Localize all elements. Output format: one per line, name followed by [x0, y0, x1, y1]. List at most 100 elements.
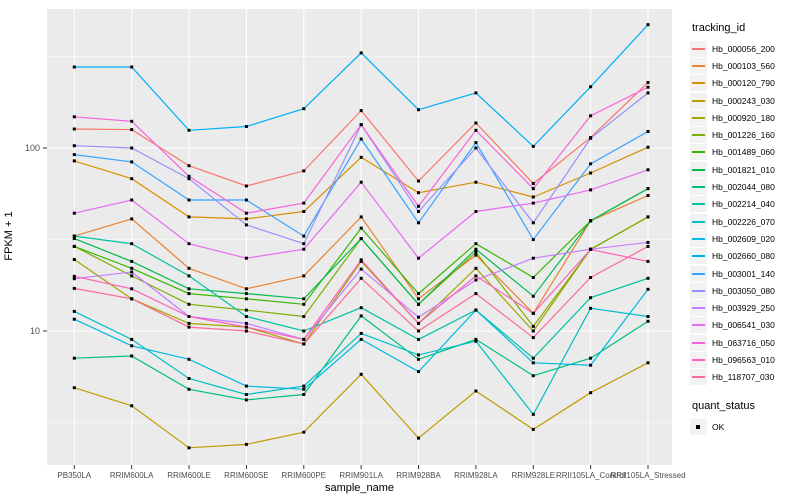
x-tick-label: RRIM600LE [167, 471, 211, 480]
data-point [589, 171, 593, 175]
legend-label: Hb_003929_250 [712, 303, 775, 314]
data-point [359, 123, 363, 127]
data-point [130, 287, 134, 291]
quant-status-legend: quant_status OK [690, 400, 800, 435]
data-point [187, 325, 191, 329]
data-point [531, 256, 535, 260]
data-point [359, 337, 363, 341]
series-color-swatch-icon [692, 272, 705, 275]
data-point [531, 427, 535, 431]
data-point [244, 384, 248, 388]
data-point [130, 266, 134, 270]
data-point [244, 184, 248, 188]
data-point [302, 337, 306, 341]
series-color-swatch-icon [692, 186, 705, 189]
data-point [474, 308, 478, 312]
data-point [72, 65, 76, 69]
legend-key [690, 369, 707, 386]
data-point [474, 339, 478, 343]
legend-item-Hb_063716_050: Hb_063716_050 [690, 334, 800, 351]
legend-item-Hb_001226_160: Hb_001226_160 [690, 126, 800, 144]
legend-label: Hb_002044_080 [712, 182, 775, 193]
data-point [187, 198, 191, 202]
legend-label: Hb_000120_790 [712, 78, 775, 89]
data-point [302, 234, 306, 238]
data-point [302, 329, 306, 333]
data-point [187, 387, 191, 391]
legend-item-Hb_096563_010: Hb_096563_010 [690, 351, 800, 368]
data-point [417, 353, 420, 357]
data-point [302, 384, 306, 388]
data-point [130, 337, 134, 341]
data-point [244, 256, 248, 260]
legend-key [690, 179, 707, 196]
data-point [474, 337, 478, 341]
data-point [646, 85, 650, 89]
legend-item-Hb_000103_560: Hb_000103_560 [690, 57, 800, 74]
data-point [531, 187, 535, 191]
data-point [474, 292, 478, 296]
data-point [417, 315, 420, 319]
data-point [474, 274, 478, 278]
data-point [531, 144, 535, 148]
black-square-point-icon [696, 424, 700, 429]
data-point [646, 287, 650, 291]
data-point [474, 146, 478, 150]
data-point [187, 321, 191, 325]
data-point [302, 430, 306, 434]
data-point [417, 292, 420, 296]
data-point [474, 121, 478, 125]
data-point [417, 210, 420, 213]
x-tick-label: RRIM901LA [339, 471, 383, 480]
data-point [302, 297, 306, 301]
data-point [72, 286, 76, 290]
data-point [646, 168, 650, 172]
data-point [531, 238, 535, 242]
legend-item-Hb_003001_140: Hb_003001_140 [690, 265, 800, 282]
data-point [72, 237, 76, 241]
data-point [646, 130, 650, 133]
data-point [589, 136, 593, 140]
data-point [646, 145, 650, 149]
data-point [474, 141, 478, 145]
data-point [244, 287, 248, 291]
data-point [646, 215, 650, 219]
data-point [589, 219, 593, 223]
data-point [589, 306, 593, 310]
data-point [302, 247, 306, 251]
quant-ok-key [690, 418, 707, 435]
data-point [130, 217, 134, 221]
data-point [531, 374, 535, 378]
legend-item-Hb_000120_790: Hb_000120_790 [690, 75, 800, 92]
data-point [244, 125, 248, 128]
series-color-swatch-icon [692, 307, 705, 310]
data-point [244, 442, 248, 446]
data-point [474, 250, 478, 254]
data-point [130, 242, 134, 246]
legend-label: Hb_000920_180 [712, 112, 775, 123]
data-point [302, 393, 306, 396]
x-axis-title: sample_name [324, 482, 395, 494]
legend-key [690, 144, 707, 161]
legend-key [690, 109, 707, 126]
data-point [359, 267, 363, 271]
series-color-swatch-icon [692, 151, 705, 154]
data-point [589, 188, 593, 192]
data-point [72, 258, 76, 261]
legend-label: Hb_002214_040 [712, 199, 775, 210]
data-point [302, 302, 306, 306]
series-color-swatch-icon [692, 82, 705, 85]
series-color-swatch-icon [692, 237, 705, 240]
data-point [359, 237, 363, 241]
legend-label: Hb_002609_020 [712, 233, 775, 244]
data-point [302, 342, 306, 346]
series-color-swatch-icon [692, 116, 705, 119]
data-point [359, 109, 363, 113]
legend-label: Hb_001226_160 [712, 130, 775, 141]
x-tick-label: RRIM600SE [224, 471, 268, 480]
legend-key [690, 40, 707, 57]
data-point [474, 253, 478, 257]
data-point [72, 127, 76, 131]
legend-title-tracking-id: tracking_id [692, 22, 746, 34]
data-point [646, 81, 650, 84]
